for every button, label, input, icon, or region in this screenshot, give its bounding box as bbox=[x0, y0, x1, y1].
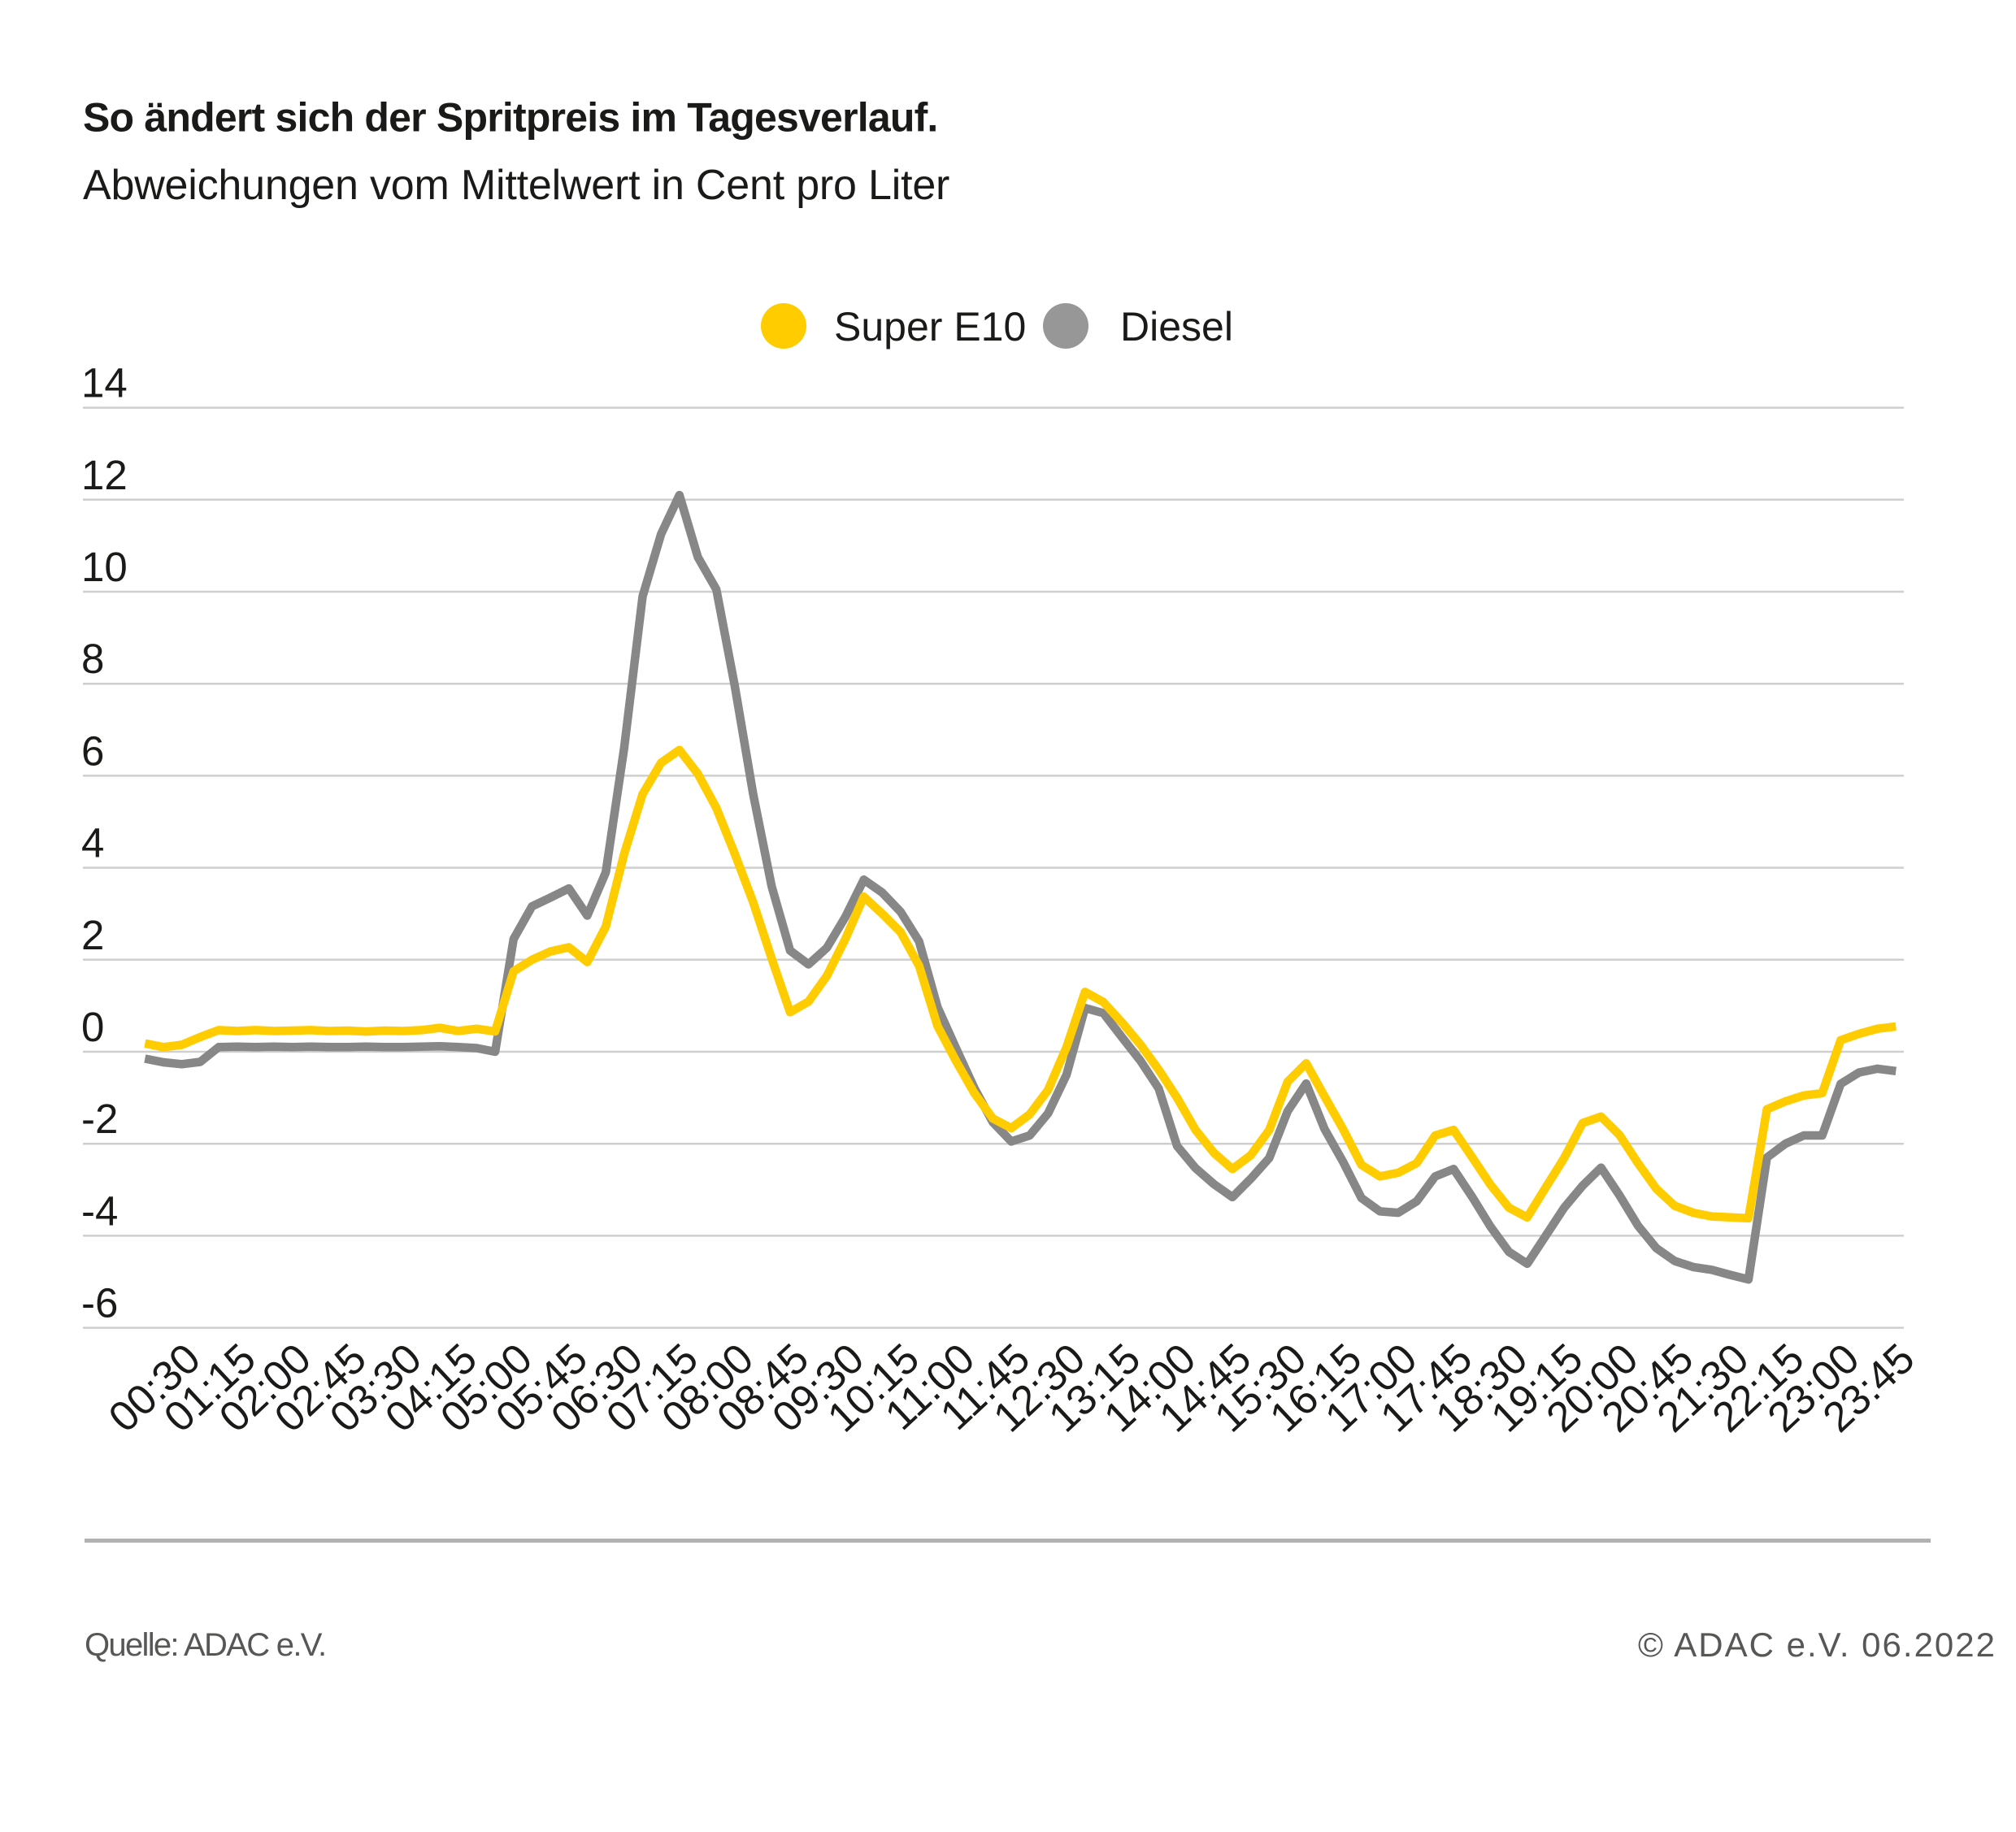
svg-text:10: 10 bbox=[81, 544, 128, 590]
svg-text:Abweichungen vom Mittelwert in: Abweichungen vom Mittelwert in Cent pro … bbox=[83, 162, 949, 209]
svg-text:Diesel: Diesel bbox=[1120, 304, 1233, 349]
svg-text:6: 6 bbox=[81, 727, 104, 774]
svg-text:-2: -2 bbox=[81, 1096, 118, 1142]
svg-text:-4: -4 bbox=[81, 1187, 118, 1234]
svg-text:So ändert sich der Spritpreis: So ändert sich der Spritpreis im Tagesve… bbox=[83, 95, 938, 141]
svg-text:-6: -6 bbox=[81, 1280, 118, 1326]
svg-text:2: 2 bbox=[81, 912, 104, 958]
svg-text:8: 8 bbox=[81, 636, 104, 682]
svg-text:12: 12 bbox=[81, 452, 128, 498]
svg-text:14: 14 bbox=[81, 360, 128, 406]
svg-text:4: 4 bbox=[81, 820, 104, 866]
svg-text:Quelle: ADAC e.V.: Quelle: ADAC e.V. bbox=[85, 1627, 325, 1663]
svg-text:Super E10: Super E10 bbox=[834, 304, 1026, 349]
svg-text:0: 0 bbox=[81, 1004, 104, 1050]
svg-text:© ADAC e.V. 06.2022: © ADAC e.V. 06.2022 bbox=[1638, 1626, 1996, 1664]
